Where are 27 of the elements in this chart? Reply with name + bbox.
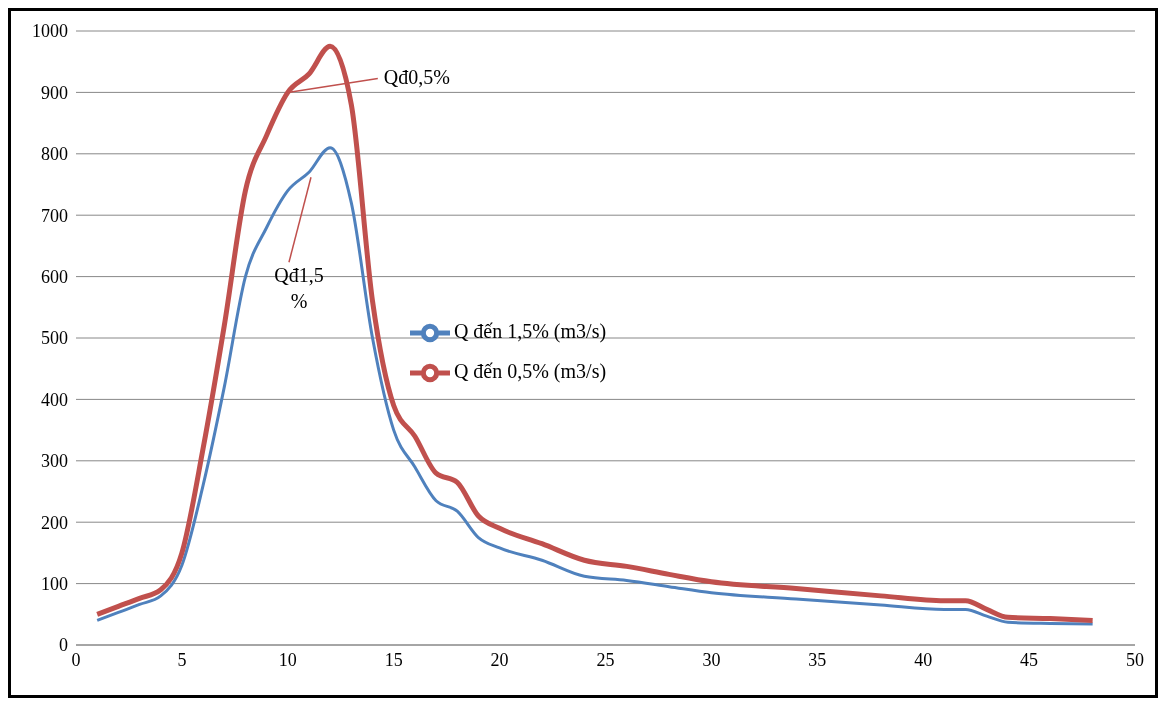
y-tick-label: 600 <box>41 266 68 287</box>
y-tick-label: 200 <box>41 512 68 533</box>
annotation: Qđ1,5% <box>274 264 324 313</box>
line-series <box>95 146 1095 626</box>
x-tick-label: 10 <box>278 649 297 670</box>
x-tick-label: 5 <box>177 649 187 670</box>
x-tick-label: 15 <box>384 649 403 670</box>
y-tick-label: 700 <box>41 205 68 226</box>
y-tick-label: 900 <box>41 82 68 103</box>
y-tick-label: 800 <box>41 144 68 165</box>
x-tick-label: 35 <box>808 649 827 670</box>
legend-label: Q đến 0,5% (m3/s) <box>453 359 607 382</box>
x-tick-label: 40 <box>914 649 933 670</box>
y-tick-label: 100 <box>41 573 68 594</box>
y-tick-label: 400 <box>41 389 68 410</box>
y-tick-label: 500 <box>41 328 68 349</box>
x-tick-label: 0 <box>71 649 81 670</box>
annotation: Qđ0,5% <box>383 66 450 89</box>
x-tick-label: 50 <box>1126 649 1144 670</box>
y-tick-label: 0 <box>59 635 68 656</box>
x-tick-label: 45 <box>1020 649 1039 670</box>
x-tick-label: 20 <box>490 649 509 670</box>
x-tick-label: 25 <box>596 649 615 670</box>
y-tick-label: 1000 <box>32 21 68 42</box>
y-tick-label: 300 <box>41 451 68 472</box>
legend-label: Q đến 1,5% (m3/s) <box>453 319 607 342</box>
x-tick-label: 30 <box>702 649 721 670</box>
